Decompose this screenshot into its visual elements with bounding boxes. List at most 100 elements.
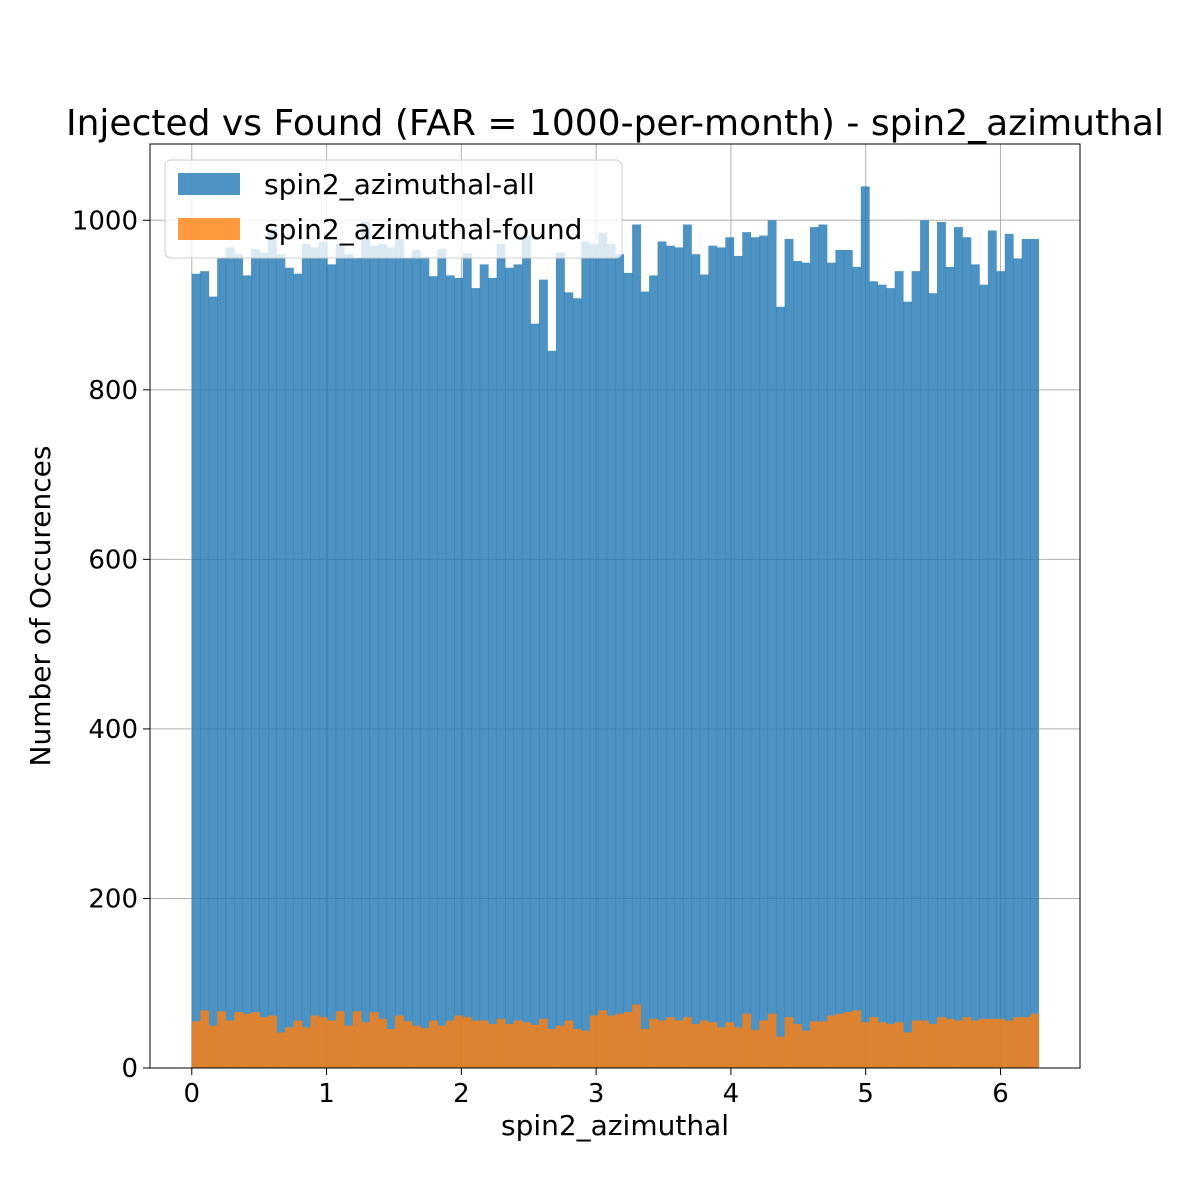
- histogram-bar: [835, 249, 845, 1068]
- histogram-bar: [945, 266, 955, 1068]
- histogram-bar: [428, 1020, 438, 1068]
- histogram-bar: [462, 253, 472, 1068]
- x-tick-label: 6: [992, 1079, 1009, 1109]
- histogram-bar: [699, 274, 709, 1069]
- histogram-bar: [869, 1017, 879, 1068]
- histogram-bar: [369, 1012, 379, 1068]
- legend-swatch-all: [178, 173, 240, 195]
- y-axis-label: Number of Occurences: [24, 446, 57, 767]
- histogram-bar: [581, 1030, 591, 1068]
- histogram-bar: [869, 281, 879, 1068]
- histogram-bar: [555, 1025, 565, 1068]
- histogram-bar: [1030, 1013, 1040, 1068]
- histogram-bar: [547, 1029, 557, 1068]
- histogram-bar: [217, 258, 227, 1068]
- series-all-bars: [191, 186, 1040, 1069]
- histogram-bar: [860, 1022, 870, 1068]
- histogram-bar: [361, 221, 371, 1068]
- histogram-bar: [361, 1022, 371, 1068]
- histogram-bar: [674, 1020, 684, 1068]
- histogram-bar: [301, 1027, 311, 1068]
- histogram-bar: [479, 1020, 489, 1068]
- histogram-bar: [793, 1023, 802, 1068]
- histogram-bar: [234, 1012, 243, 1068]
- histogram-bar: [852, 1010, 862, 1068]
- histogram-bar: [640, 291, 650, 1068]
- histogram-bar: [801, 262, 811, 1068]
- histogram-bar: [538, 279, 548, 1068]
- histogram-bar: [564, 292, 574, 1068]
- histogram-bar: [530, 1024, 540, 1068]
- histogram-bar: [572, 1029, 582, 1068]
- legend-frame: [164, 159, 623, 259]
- histogram-bar: [911, 1020, 921, 1068]
- histogram-bar: [767, 220, 777, 1068]
- histogram-bar: [945, 1018, 955, 1068]
- histogram-bar: [911, 271, 921, 1068]
- histogram-bar: [615, 1013, 625, 1068]
- x-tick-label: 0: [184, 1079, 201, 1109]
- histogram-bar: [327, 264, 337, 1069]
- histogram-bar: [818, 224, 828, 1068]
- histogram-bar: [1021, 238, 1031, 1068]
- histogram-bar: [733, 255, 743, 1069]
- histogram-bar: [725, 237, 735, 1069]
- histogram-bar: [217, 1011, 227, 1068]
- histogram-bar: [301, 244, 311, 1068]
- histogram-bar: [759, 1020, 769, 1068]
- histogram-bar: [259, 1017, 269, 1068]
- histogram-bar: [623, 1012, 633, 1068]
- histogram-bar: [996, 1018, 1006, 1068]
- histogram-bar: [793, 260, 802, 1068]
- histogram-bar: [276, 254, 286, 1068]
- histogram-bar: [623, 272, 633, 1068]
- histogram-bar: [344, 254, 354, 1068]
- x-tick-label: 1: [318, 1079, 335, 1109]
- histogram-bar: [522, 1022, 531, 1068]
- histogram-bar: [352, 258, 362, 1068]
- histogram-bar: [1004, 233, 1014, 1069]
- histogram-bar: [242, 275, 252, 1068]
- histogram-bar: [293, 273, 303, 1068]
- histogram-bar: [310, 1015, 320, 1068]
- histogram-bar: [657, 241, 667, 1069]
- histogram-bar: [208, 1025, 218, 1068]
- legend-swatch-found: [178, 218, 240, 240]
- histogram-bar: [682, 1017, 692, 1068]
- histogram-bar: [894, 1022, 904, 1068]
- histogram-bar: [251, 1012, 260, 1068]
- histogram-bar: [953, 227, 963, 1069]
- histogram-bar: [894, 271, 904, 1068]
- histogram-bar: [1013, 258, 1023, 1068]
- histogram-bar: [513, 1020, 523, 1068]
- histogram-bar: [318, 1017, 328, 1068]
- histogram-bar: [208, 296, 218, 1068]
- histogram-bar: [225, 1020, 235, 1068]
- histogram-bar: [395, 1015, 404, 1068]
- histogram-bar: [640, 1029, 650, 1068]
- histogram-bar: [657, 1020, 667, 1068]
- histogram-bar: [843, 1012, 853, 1068]
- histogram-bar: [284, 1027, 294, 1068]
- histogram-bar: [200, 1010, 210, 1068]
- histogram-bar: [445, 275, 455, 1068]
- histogram-bar: [666, 1017, 675, 1068]
- histogram-bar: [420, 1028, 430, 1068]
- y-axis-ticks: 0 200 400 600 800 1000: [72, 206, 150, 1084]
- histogram-bar: [403, 1021, 413, 1068]
- histogram-bar: [598, 233, 608, 1069]
- histogram-bar: [826, 1015, 836, 1068]
- histogram-bar: [742, 232, 752, 1068]
- histogram-bar: [649, 275, 658, 1068]
- histogram-bar: [920, 220, 929, 1068]
- x-axis-ticks: 0 1 2 3 4 5 6: [184, 1068, 1009, 1109]
- histogram-bar: [1021, 1017, 1031, 1068]
- histogram-bar: [852, 266, 862, 1068]
- histogram-bar: [386, 1029, 396, 1068]
- histogram-bar: [437, 249, 447, 1068]
- histogram-bar: [386, 247, 396, 1069]
- histogram-bar: [699, 1020, 709, 1068]
- histogram-bar: [776, 306, 785, 1068]
- histogram-bar: [903, 301, 913, 1068]
- histogram-bar: [666, 245, 675, 1068]
